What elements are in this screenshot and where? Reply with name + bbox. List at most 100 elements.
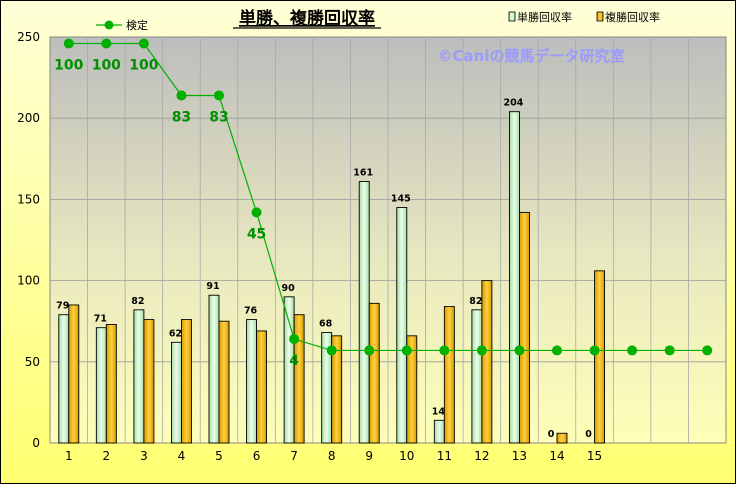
kentei-label: 83: [209, 109, 228, 125]
x-tick-label: 13: [512, 449, 527, 463]
kentei-label: 100: [129, 57, 158, 73]
bar-value-label: 62: [169, 328, 182, 339]
bar-series-2: [331, 335, 343, 444]
bar-series-1: [208, 294, 220, 444]
x-tick-label: 9: [365, 449, 373, 463]
kentei-marker: [476, 345, 487, 356]
kentei-marker: [627, 345, 638, 356]
bar-series-1: [133, 309, 145, 444]
bar-value-label: 91: [206, 281, 219, 292]
kentei-marker: [401, 345, 412, 356]
gridlines: [50, 37, 726, 443]
kentei-marker: [101, 38, 112, 49]
bar-series-2: [481, 280, 493, 444]
kentei-label: 100: [54, 57, 83, 73]
bar-series-1: [95, 327, 107, 444]
bar-value-label: 0: [548, 429, 555, 440]
kentei-marker: [214, 90, 224, 101]
x-tick-label: 11: [437, 449, 452, 463]
bar-series-2: [368, 302, 380, 444]
bar-value-label: 14: [432, 406, 446, 417]
x-tick-label: 15: [587, 449, 602, 463]
bar-series-1: [246, 319, 258, 444]
x-tick-label: 14: [549, 449, 564, 463]
watermark: ©Caniの競馬データ研究室: [438, 47, 625, 65]
bar-series-1: [358, 181, 370, 444]
bar-series-2: [143, 319, 155, 444]
kentei-marker: [702, 345, 713, 356]
y-tick-label: 50: [25, 355, 40, 369]
bar-series-2: [293, 314, 305, 444]
bar-series-1: [170, 341, 182, 444]
kentei-label: 4: [289, 353, 299, 369]
x-tick-label: 4: [178, 449, 186, 463]
x-tick-label: 1: [65, 449, 73, 463]
kentei-marker: [439, 345, 450, 356]
bar-series-2: [406, 335, 418, 444]
bar-value-label: 145: [391, 194, 411, 205]
x-axis: 1 2 3 4 5 6 7 8 9 10 11 12 13 14 15: [65, 449, 602, 463]
legend-label-tansho: 単勝回収率: [517, 10, 572, 24]
kentei-marker: [364, 345, 375, 356]
legend-line-marker: [104, 20, 114, 30]
kentei-marker: [552, 345, 562, 356]
bar-value-label: 68: [319, 319, 333, 330]
bar-series-2: [443, 306, 455, 444]
legend-line-label: 検定: [126, 18, 148, 32]
legend-label-fukusho: 複勝回収率: [605, 10, 660, 24]
kentei-marker: [589, 345, 600, 356]
kentei-marker: [326, 345, 337, 356]
kentei-label: 100: [92, 57, 121, 73]
y-tick-label: 0: [32, 436, 40, 450]
kentei-line: 100 100 100 83 83 45 4: [54, 38, 713, 369]
kentei-marker: [289, 334, 300, 345]
bar-value-label: 79: [56, 301, 69, 312]
bar-value-label: 90: [281, 283, 295, 294]
y-axis: 0 50 100 150 200 250: [17, 30, 40, 450]
bar-series-2: [218, 320, 230, 444]
kentei-marker: [514, 345, 525, 356]
bar-series-1: [433, 419, 445, 444]
bar-value-label: 76: [244, 306, 258, 317]
y-tick-label: 250: [17, 30, 40, 44]
bar-series-1: [396, 207, 408, 444]
kentei-marker: [63, 38, 74, 49]
bar-labels: 79 71 82 62 91 76 90 68 161 145 14 82 204 0 0: [56, 98, 592, 440]
bar-series-2: [518, 211, 530, 444]
kentei-marker: [664, 345, 675, 356]
x-tick-label: 8: [328, 449, 336, 463]
kentei-marker: [138, 38, 149, 49]
bar-series-1: [508, 111, 520, 444]
x-tick-label: 7: [290, 449, 298, 463]
kentei-marker: [251, 207, 262, 218]
bar-series-2: [556, 432, 568, 444]
legend-bars: 単勝回収率 複勝回収率: [508, 10, 660, 24]
bar-value-label: 204: [504, 98, 524, 109]
bar-series-1: [58, 314, 70, 444]
bars: [58, 111, 606, 444]
bar-series-2: [594, 270, 606, 444]
bar-series-1: [471, 309, 483, 444]
bar-value-label: 161: [353, 168, 373, 179]
kentei-marker: [176, 90, 187, 101]
y-tick-label: 200: [17, 111, 40, 125]
bar-value-label: 82: [469, 296, 482, 307]
bar-value-label: 71: [94, 314, 107, 325]
legend-line: 検定: [96, 18, 148, 32]
y-tick-label: 100: [17, 274, 40, 288]
bar-series-2: [68, 304, 80, 444]
x-tick-label: 10: [399, 449, 414, 463]
bar-value-label: 0: [585, 429, 592, 440]
bar-series-2: [256, 330, 268, 444]
bar-series-2: [180, 319, 192, 444]
bar-value-label: 82: [131, 296, 144, 307]
bar-series-1: [283, 296, 295, 444]
x-tick-label: 2: [103, 449, 111, 463]
kentei-label: 45: [247, 226, 266, 242]
legend-swatch-tansho: [508, 11, 516, 22]
x-tick-label: 5: [215, 449, 223, 463]
x-tick-label: 3: [140, 449, 148, 463]
y-tick-label: 150: [17, 192, 40, 206]
